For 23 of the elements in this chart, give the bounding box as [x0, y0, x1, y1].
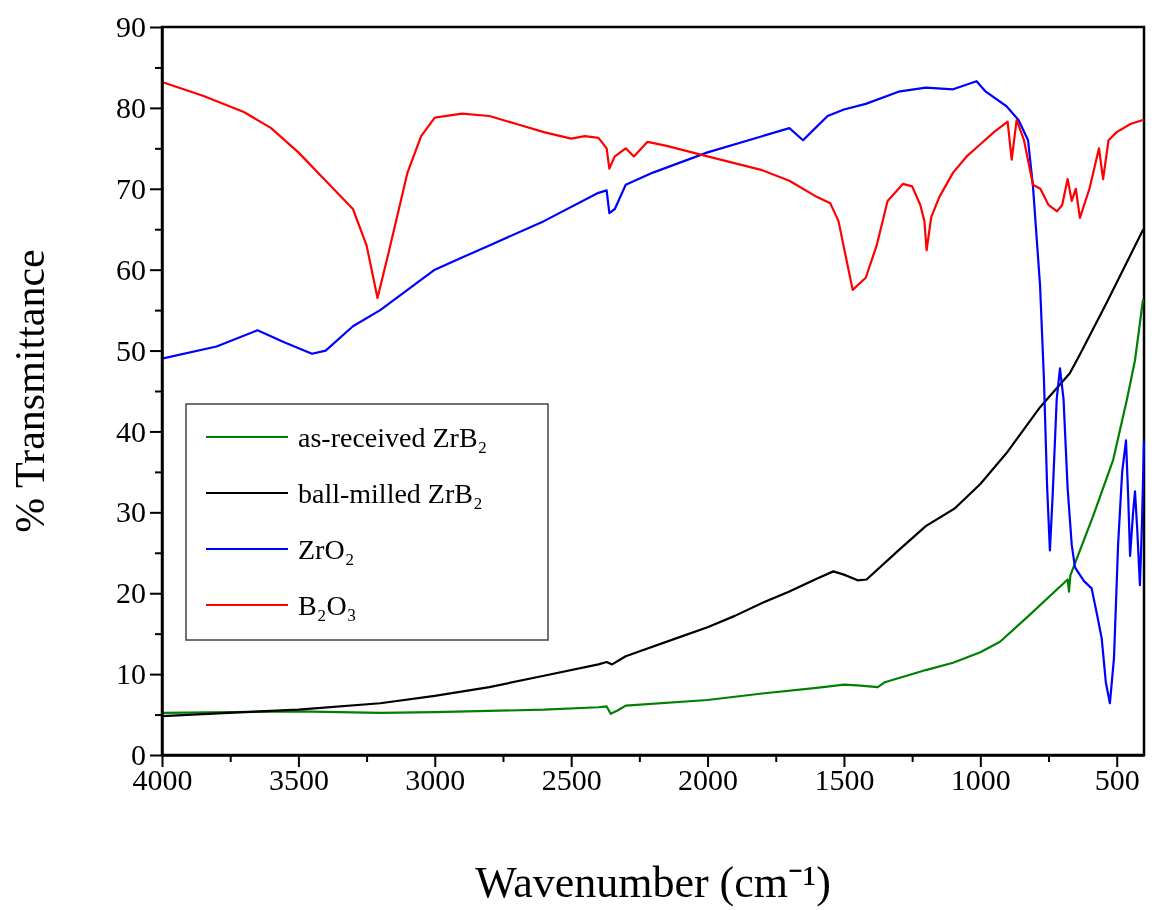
y-tick-label: 10: [116, 657, 146, 691]
y-tick-label: 70: [116, 171, 146, 205]
x-tick-label: 1000: [950, 763, 1011, 797]
x-tick-label: 3000: [405, 763, 466, 797]
x-tick-label: 500: [1094, 763, 1140, 797]
y-tick-label: 30: [116, 495, 146, 529]
x-tick-label: 3500: [268, 763, 329, 797]
y-tick-label: 90: [116, 10, 146, 44]
y-axis-title: % Transmittance: [7, 249, 53, 533]
legend-label: ball-milled ZrB₂: [298, 478, 483, 509]
x-tick-label: 2500: [541, 763, 602, 797]
y-tick-label: 60: [116, 252, 146, 286]
legend-label: as-received ZrB₂: [298, 422, 488, 453]
x-tick-label: 2000: [678, 763, 739, 797]
legend-label: B₂O₃: [298, 590, 357, 621]
legend-label: ZrO₂: [298, 534, 355, 565]
y-tick-label: 50: [116, 333, 146, 367]
y-tick-label: 80: [116, 90, 146, 124]
y-tick-label: 0: [131, 738, 146, 772]
x-axis-title: Wavenumber (cm⁻¹): [475, 858, 831, 907]
y-tick-label: 40: [116, 414, 146, 448]
y-tick-label: 20: [116, 576, 146, 610]
x-tick-label: 1500: [814, 763, 875, 797]
